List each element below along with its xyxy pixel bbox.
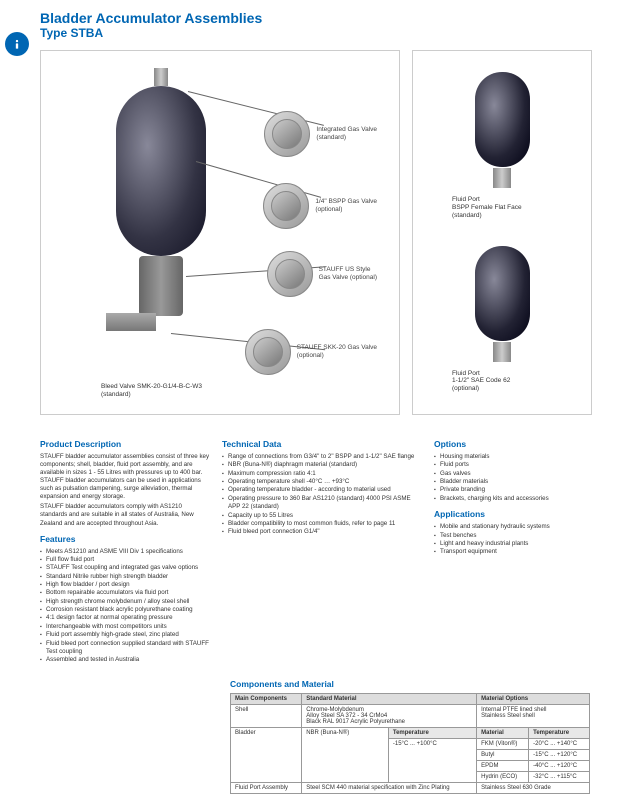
list-item: Operating temperature bladder - accordin…	[222, 486, 422, 494]
cell-r2m: Butyl	[477, 749, 529, 760]
cell-r1m: FKM (Viton®)	[477, 738, 529, 749]
list-item: Operating pressure to 360 Bar AS1210 (st…	[222, 495, 422, 512]
fluid-port-optional: Fluid Port1-1/2" SAE Code 62(optional)	[452, 246, 552, 393]
list-item: Fluid port assembly high-grade steel, zi…	[40, 631, 210, 639]
list-item: High flow bladder / port design	[40, 581, 210, 589]
product-desc-head: Product Description	[40, 439, 210, 449]
cell-temp-head2: Temperature	[529, 727, 590, 738]
page-title-2: Type STBA	[40, 26, 599, 40]
cell-r4t: -32°C ... +115°C	[529, 771, 590, 782]
list-item: Fluid bleed port connection supplied sta…	[40, 640, 210, 657]
list-item: Housing materials	[434, 453, 594, 461]
list-item: STAUFF Test coupling and integrated gas …	[40, 564, 210, 572]
list-item: 4:1 design factor at normal operating pr…	[40, 614, 210, 622]
product-desc-p1: STAUFF bladder accumulator assemblies co…	[40, 453, 210, 501]
list-item: Bladder compatibility to most common flu…	[222, 520, 422, 528]
callout-gas-valve-bspp: 1/4" BSPP Gas Valve(optional)	[263, 183, 377, 229]
list-item: Operating temperature shell -40°C … +93°…	[222, 478, 422, 486]
page-title-1: Bladder Accumulator Assemblies	[40, 10, 599, 26]
cell-port-opt: Stainless Steel 630 Grade	[477, 782, 590, 793]
cell-bladder-temp: -15°C ... +100°C	[388, 738, 476, 782]
list-item: Capacity up to 55 Litres	[222, 512, 422, 520]
list-item: Bladder materials	[434, 478, 594, 486]
list-item: Assembled and tested in Australia	[40, 656, 210, 664]
list-item: Standard Nitrile rubber high strength bl…	[40, 573, 210, 581]
list-item: Interchangeable with most competitors un…	[40, 623, 210, 631]
callout-gas-valve-integrated: Integrated Gas Valve(standard)	[264, 111, 377, 157]
list-item: Range of connections from G3/4" to 2" BS…	[222, 453, 422, 461]
components-head: Components and Material	[230, 679, 599, 689]
fluid-port-standard: Fluid PortBSPP Female Flat Face(standard…	[452, 72, 552, 219]
cell-r3t: -40°C ... +120°C	[529, 760, 590, 771]
product-desc-p2: STAUFF bladder accumulators comply with …	[40, 503, 210, 527]
list-item: High strength chrome molybdenum / alloy …	[40, 598, 210, 606]
cell-port: Fluid Port Assembly	[231, 782, 302, 793]
options-list: Housing materialsFluid portsGas valvesBl…	[434, 453, 594, 503]
list-item: NBR (Buna-N®) diaphragm material (standa…	[222, 461, 422, 469]
list-item: Gas valves	[434, 470, 594, 478]
cell-bladder-std: NBR (Buna-N®)	[302, 727, 389, 782]
cell-shell: Shell	[231, 704, 302, 727]
list-item: Brackets, charging kits and accessories	[434, 495, 594, 503]
cell-shell-std: Chrome-MolybdenumAlloy Steel SA 372 - 34…	[302, 704, 477, 727]
main-diagram: Integrated Gas Valve(standard) 1/4" BSPP…	[40, 50, 400, 415]
features-head: Features	[40, 534, 210, 544]
list-item: Bottom repairable accumulators via fluid…	[40, 589, 210, 597]
cell-mat-head: Material	[477, 727, 529, 738]
cell-shell-opt: Internal PTFE lined shellStainless Steel…	[477, 704, 590, 727]
apps-head: Applications	[434, 509, 594, 519]
cell-r1t: -20°C ... +140°C	[529, 738, 590, 749]
components-table: Main Components Standard Material Materi…	[230, 693, 590, 794]
accumulator-cutaway	[116, 86, 206, 256]
callout-gas-valve-us: STAUFF US StyleGas Valve (optional)	[267, 251, 377, 297]
list-item: Corrosion resistant black acrylic polyur…	[40, 606, 210, 614]
list-item: Fluid bleed port connection G1/4"	[222, 528, 422, 536]
cell-bladder: Bladder	[231, 727, 302, 782]
tech-list: Range of connections from G3/4" to 2" BS…	[222, 453, 422, 537]
features-list: Meets AS1210 and ASME VIII Div 1 specifi…	[40, 548, 210, 665]
list-item: Full flow fluid port	[40, 556, 210, 564]
cell-port-std: Steel SCM 440 material specification wit…	[302, 782, 477, 793]
list-item: Fluid ports	[434, 461, 594, 469]
cell-r3m: EPDM	[477, 760, 529, 771]
cell-r2t: -15°C ... +120°C	[529, 749, 590, 760]
list-item: Meets AS1210 and ASME VIII Div 1 specifi…	[40, 548, 210, 556]
list-item: Maximum compression ratio 4:1	[222, 470, 422, 478]
th-main: Main Components	[231, 693, 302, 704]
text-columns: Product Description STAUFF bladder accum…	[40, 433, 599, 665]
tech-head: Technical Data	[222, 439, 422, 449]
list-item: Test benches	[434, 532, 594, 540]
side-diagram: Fluid PortBSPP Female Flat Face(standard…	[412, 50, 592, 415]
options-head: Options	[434, 439, 594, 449]
cell-temp-head: Temperature	[388, 727, 476, 738]
th-opt: Material Options	[477, 693, 590, 704]
cell-r4m: Hydrin (ECO)	[477, 771, 529, 782]
list-item: Light and heavy industrial plants	[434, 540, 594, 548]
info-icon	[5, 32, 29, 56]
list-item: Mobile and stationary hydraulic systems	[434, 523, 594, 531]
list-item: Private branding	[434, 486, 594, 494]
th-std: Standard Material	[302, 693, 477, 704]
callout-gas-valve-skk: STAUFF SKK-20 Gas Valve(optional)	[245, 329, 377, 375]
callout-bleed-valve: Bleed Valve SMK-20-G1/4-B-C-W3(standard)	[101, 383, 202, 399]
diagram-row: Integrated Gas Valve(standard) 1/4" BSPP…	[40, 50, 599, 415]
list-item: Transport equipment	[434, 548, 594, 556]
apps-list: Mobile and stationary hydraulic systemsT…	[434, 523, 594, 556]
